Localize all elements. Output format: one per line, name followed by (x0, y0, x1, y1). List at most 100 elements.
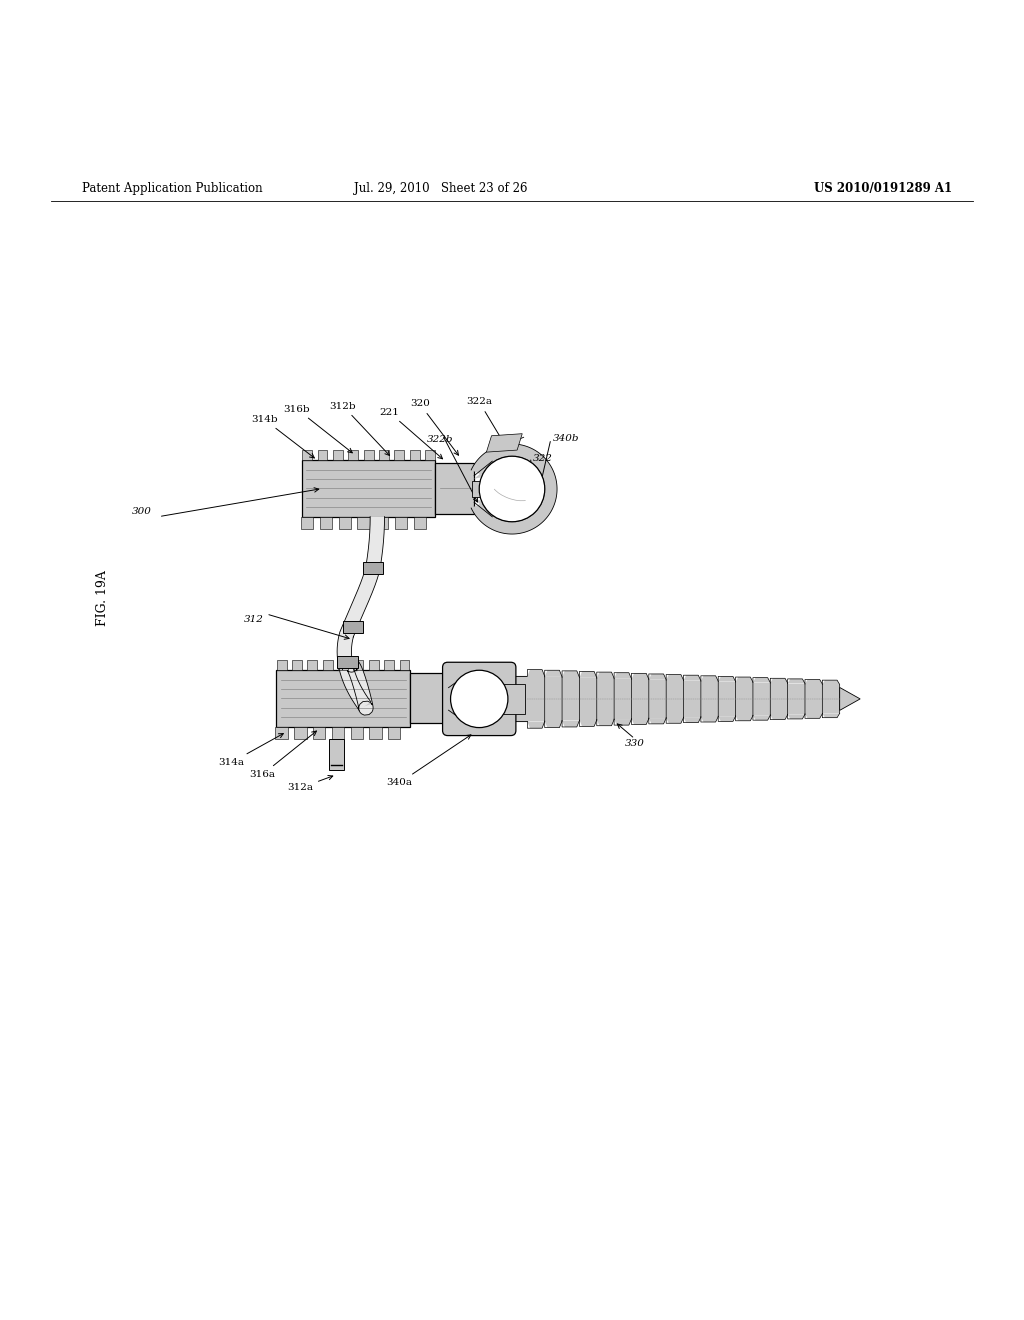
Bar (350, 726, 362, 739)
Polygon shape (805, 680, 822, 684)
Polygon shape (632, 718, 649, 725)
Polygon shape (667, 675, 684, 680)
Polygon shape (735, 715, 753, 721)
Polygon shape (684, 681, 700, 717)
Polygon shape (840, 688, 860, 710)
Polygon shape (545, 671, 562, 677)
Bar (384, 660, 394, 671)
Bar (410, 450, 420, 461)
Text: 221: 221 (379, 408, 442, 459)
Bar (425, 450, 435, 461)
Bar (292, 660, 302, 671)
Text: 322: 322 (532, 454, 552, 463)
Bar (370, 726, 382, 739)
Polygon shape (649, 718, 667, 723)
Polygon shape (597, 719, 614, 726)
Polygon shape (486, 434, 522, 453)
Polygon shape (562, 671, 580, 677)
Polygon shape (770, 715, 787, 719)
Polygon shape (337, 632, 371, 710)
Polygon shape (367, 516, 384, 566)
Text: 322b: 322b (427, 436, 454, 445)
Polygon shape (770, 682, 787, 715)
Polygon shape (446, 676, 464, 690)
Polygon shape (735, 682, 753, 715)
Polygon shape (805, 684, 822, 714)
Bar (435, 463, 474, 513)
Bar (333, 450, 343, 461)
Bar (472, 480, 490, 498)
Polygon shape (446, 708, 464, 722)
Bar (323, 660, 333, 671)
Polygon shape (735, 677, 753, 682)
Polygon shape (474, 459, 495, 479)
Polygon shape (753, 682, 770, 715)
Polygon shape (649, 675, 667, 680)
Polygon shape (597, 678, 614, 719)
Polygon shape (562, 721, 580, 727)
Bar (362, 562, 383, 574)
Bar (376, 516, 388, 529)
Polygon shape (718, 717, 735, 722)
Text: 300: 300 (132, 507, 152, 516)
Bar (395, 516, 408, 529)
Bar (302, 450, 312, 461)
Polygon shape (787, 684, 805, 714)
Polygon shape (471, 444, 557, 535)
Text: 340b: 340b (553, 434, 580, 444)
Text: Patent Application Publication: Patent Application Publication (82, 182, 262, 195)
Bar (319, 516, 332, 529)
Bar (276, 671, 410, 726)
Polygon shape (614, 678, 632, 719)
Text: FIG. 19A: FIG. 19A (96, 570, 109, 627)
Polygon shape (527, 669, 545, 676)
Circle shape (479, 457, 545, 521)
Polygon shape (787, 678, 805, 684)
Bar (294, 726, 306, 739)
Polygon shape (718, 681, 735, 717)
Polygon shape (474, 499, 495, 519)
Polygon shape (805, 714, 822, 718)
Bar (348, 450, 358, 461)
Bar (307, 660, 317, 671)
Polygon shape (527, 722, 545, 729)
Text: 312: 312 (244, 615, 264, 623)
Bar (301, 516, 313, 529)
Circle shape (451, 671, 508, 727)
Text: 314b: 314b (251, 414, 314, 458)
Bar (338, 656, 358, 668)
Bar (394, 450, 404, 461)
Polygon shape (700, 681, 718, 717)
Polygon shape (545, 677, 562, 721)
Bar (275, 726, 288, 739)
Bar (317, 450, 328, 461)
Polygon shape (527, 676, 545, 722)
Bar (500, 684, 525, 714)
Text: 316b: 316b (284, 405, 352, 453)
Bar (379, 450, 389, 461)
Polygon shape (684, 676, 700, 681)
Polygon shape (700, 717, 718, 722)
Polygon shape (343, 657, 373, 715)
Polygon shape (632, 680, 649, 718)
Polygon shape (562, 677, 580, 721)
Polygon shape (614, 673, 632, 678)
Bar (414, 516, 426, 529)
Polygon shape (580, 719, 597, 726)
Bar (369, 660, 379, 671)
Polygon shape (667, 680, 684, 718)
Polygon shape (753, 677, 770, 682)
Text: US 2010/0191289 A1: US 2010/0191289 A1 (814, 182, 952, 195)
Polygon shape (632, 673, 649, 680)
Polygon shape (580, 672, 597, 677)
Bar (339, 516, 351, 529)
Bar (342, 622, 362, 634)
Polygon shape (753, 715, 770, 721)
Polygon shape (822, 685, 840, 713)
Text: 314a: 314a (218, 734, 284, 767)
Bar (364, 450, 374, 461)
Bar (338, 660, 348, 671)
Polygon shape (822, 713, 840, 718)
Bar (353, 660, 364, 671)
Polygon shape (667, 718, 684, 723)
